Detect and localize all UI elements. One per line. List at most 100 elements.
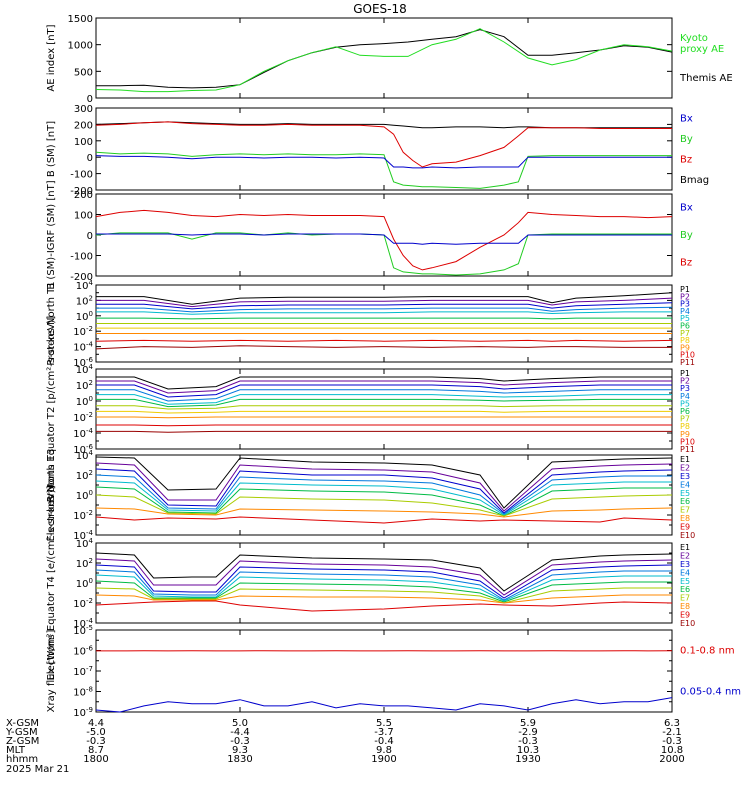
legend-entry: P7 — [680, 415, 690, 424]
ephemeris-table: X-GSM 4.4 5.0 5.5 5.9 6.3 Y-GSM -5.0 -4.4 -3.7 -2.… — [5, 718, 685, 775]
y-tick-label: 300 — [74, 104, 93, 115]
legend-entry: P1 — [680, 369, 690, 378]
panel-7: 10-4 10-2 100 102 104 Electrons Equator T4 [e… — [46, 485, 695, 680]
ephemeris-value: -2.9 — [518, 727, 538, 738]
legend-entry: E9 — [680, 611, 690, 620]
time-tick-label: 1900 — [371, 754, 396, 765]
panel-frame — [95, 17, 673, 99]
series-p6 — [96, 398, 672, 408]
series-e6 — [95, 486, 672, 517]
y-axis-label: Xray flux [W/m²] — [46, 630, 57, 713]
legend-entry: E8 — [680, 514, 690, 523]
legend-entry: E10 — [680, 531, 695, 540]
legend-entry: P7 — [680, 329, 690, 338]
series-e8 — [95, 507, 673, 518]
y-axis-label: Protons North T1 — [46, 281, 57, 365]
legend-entry: P11 — [680, 358, 695, 367]
legend-entry: E2 — [680, 551, 690, 560]
y-tick-label: 1000 — [68, 41, 93, 52]
series-e5 — [95, 574, 672, 602]
legend-entry: E5 — [680, 577, 690, 586]
legend-entry: E6 — [680, 585, 690, 594]
legend-entry: By — [680, 134, 693, 145]
legend-entry: By — [680, 230, 693, 241]
plot-title: GOES-18 — [353, 2, 407, 16]
y-tick-label: 0 — [87, 153, 93, 164]
series-p1 — [96, 376, 672, 390]
y-tick-label: -100 — [70, 252, 93, 263]
legend-entry: E10 — [680, 619, 695, 628]
legend-entry: P5 — [680, 399, 690, 408]
y-axis-label: B (SM)-IGRF (SM) [nT] — [46, 180, 57, 289]
y-tick-label: -200 — [70, 186, 93, 197]
series-e6 — [95, 580, 672, 603]
time-tick-label: 2000 — [659, 754, 684, 765]
series-p8 — [96, 410, 672, 414]
y-tick-label: 10-4 — [73, 341, 93, 354]
y-axis-label: Electrons Equator T4 [e/(cm²-s-sr-keV)] — [46, 485, 57, 680]
series-p10 — [96, 424, 672, 427]
legend-entry: P5 — [680, 314, 690, 323]
series-e1 — [95, 456, 673, 509]
y-tick-label: 100 — [74, 137, 93, 148]
y-tick-label: 10-8 — [73, 686, 93, 699]
y-tick-label: -200 — [70, 272, 93, 283]
series-themis-ae — [96, 29, 673, 89]
legend-entry: P4 — [680, 392, 690, 401]
ephemeris-value: -3.7 — [374, 727, 394, 738]
legend-entry: E7 — [680, 594, 690, 603]
legend-entry: P3 — [680, 384, 690, 393]
series-p3 — [96, 302, 673, 310]
legend-entry: P4 — [680, 307, 690, 316]
panel-8: 10-9 10-8 10-7 10-6 10-5 Xray flux [W/m²] 0.1-… — [46, 624, 741, 719]
ephemeris-value: 9.3 — [232, 745, 248, 756]
ephemeris-value: 5.0 — [232, 718, 248, 729]
series-e4 — [95, 474, 672, 515]
series-e4 — [95, 569, 672, 601]
series-e2 — [95, 462, 673, 512]
y-tick-label: 104 — [76, 363, 94, 376]
ephemeris-value: -0.3 — [662, 736, 682, 747]
y-tick-label: 100 — [76, 310, 93, 323]
series-p11 — [96, 430, 672, 433]
ephemeris-label: X-GSM — [6, 718, 39, 729]
ephemeris-value: 6.3 — [664, 718, 680, 729]
legend-entry: E4 — [680, 480, 690, 489]
legend-entry: P3 — [680, 300, 690, 309]
series-e9 — [95, 516, 673, 524]
series-e7 — [95, 587, 672, 604]
series-0-05-0-4-nm — [95, 697, 673, 713]
legend-entry: Bmag — [680, 175, 709, 186]
panel-5: 10-6 10-4 10-2 100 102 104 Protons Equator T2 … — [46, 316, 695, 503]
ephemeris-value: -4.4 — [230, 727, 250, 738]
series-p5 — [96, 394, 672, 405]
y-tick-label: 1500 — [68, 14, 93, 25]
y-tick-label: 102 — [76, 557, 93, 570]
panel-frame — [95, 542, 673, 624]
series-p3 — [96, 384, 672, 398]
legend-entry: E1 — [680, 543, 690, 552]
y-axis-label: Electrons North T3 — [46, 448, 57, 541]
y-tick-label: 10-4 — [73, 427, 93, 440]
series-p9 — [96, 416, 672, 419]
legend-entry: E2 — [680, 463, 690, 472]
series-p2 — [96, 297, 673, 308]
series-e1 — [95, 552, 673, 592]
legend-entry: E8 — [680, 602, 690, 611]
legend-entry: E3 — [680, 560, 690, 569]
y-tick-label: 10-2 — [73, 325, 93, 338]
legend-entry: E1 — [680, 455, 690, 464]
ephemeris-label: Z-GSM — [6, 736, 39, 747]
legend-entry: E7 — [680, 506, 690, 515]
series-e9 — [95, 600, 673, 612]
y-tick-label: 102 — [76, 469, 93, 482]
ephemeris-value: 8.7 — [88, 745, 104, 756]
y-axis-label: AE index [nT] — [46, 24, 57, 91]
legend-entry: P9 — [680, 343, 690, 352]
y-tick-label: 100 — [76, 577, 93, 590]
panel-3: -200 -100 0 100 200 B (SM)-IGRF (SM) [nT] Bx By… — [46, 180, 693, 289]
y-tick-label: 10-4 — [73, 529, 93, 542]
